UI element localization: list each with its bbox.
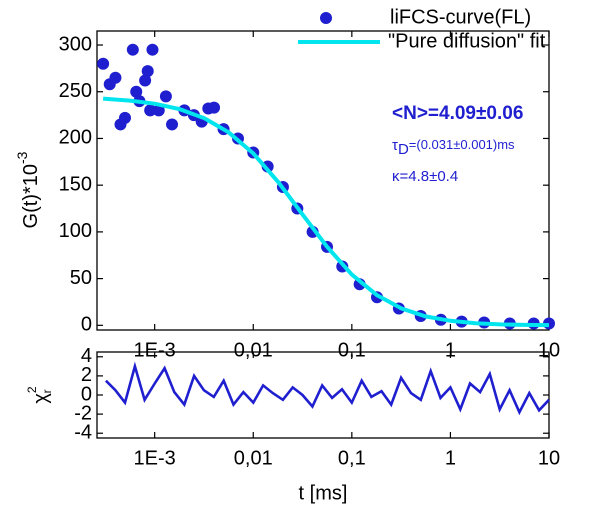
legend-label: "Pure diffusion" fit	[388, 30, 546, 52]
data-point	[152, 104, 165, 117]
annotation: <N>=4.09±0.06	[392, 103, 523, 124]
x-tick-label: 0,01	[234, 447, 273, 469]
x-tick-label: 1	[445, 339, 456, 361]
y-tick-label: 100	[59, 220, 92, 242]
x-tick-label: 1E-3	[134, 447, 176, 469]
y-tick-label: 200	[59, 127, 92, 149]
y-axis-label-text: χ	[30, 393, 52, 404]
legend-marker	[320, 12, 332, 24]
plot-frame	[96, 351, 550, 439]
x-tick-label: 10	[538, 339, 560, 361]
data-point	[141, 65, 154, 78]
y-axis-label: G(t)*10-3	[14, 151, 43, 228]
x-axis-label: t [ms]	[299, 482, 348, 504]
plot-frame	[96, 30, 550, 331]
x-tick-label: 0,1	[338, 339, 366, 361]
y-tick-label: 0	[81, 383, 92, 405]
data-point	[97, 57, 110, 70]
data-line	[104, 361, 550, 416]
annotation: τD=(0.031±0.001)ms	[392, 137, 515, 158]
data-point	[139, 74, 152, 87]
annotation-sub: D	[398, 141, 409, 158]
x-tick-label: 1	[445, 447, 456, 469]
y-axis-label-sub: r	[40, 389, 54, 393]
x-tick-label: 10	[538, 447, 560, 469]
data-point	[208, 101, 221, 114]
y-tick-label: -4	[74, 422, 92, 444]
y-axis-label-text: G(t)*10	[20, 164, 42, 228]
x-tick-label: 0,01	[234, 339, 273, 361]
data-line	[102, 96, 550, 328]
y-tick-label: 4	[81, 345, 92, 367]
data-point	[126, 43, 139, 56]
data-point	[118, 111, 131, 124]
data-point	[146, 43, 159, 56]
data-point	[166, 118, 179, 131]
data-point	[109, 71, 122, 84]
y-axis-label-sup: 2	[25, 386, 39, 393]
y-tick-label: 2	[81, 364, 92, 386]
y-tick-label: 300	[59, 33, 92, 55]
annotation: κ=4.8±0.4	[392, 168, 458, 185]
y-tick-label: 250	[59, 80, 92, 102]
data-point	[144, 104, 157, 117]
y-axis-label-exp: -3	[14, 151, 30, 164]
annotation-text: =(0.031±0.001)ms	[409, 137, 515, 152]
data-point	[130, 85, 143, 98]
y-tick-label: -2	[74, 402, 92, 424]
y-tick-label: 50	[70, 267, 92, 289]
x-tick-label: 0,1	[338, 447, 366, 469]
annotation-symbol: τ	[392, 137, 398, 154]
y-axis-label: χ2r	[25, 386, 54, 404]
y-tick-label: 150	[59, 173, 92, 195]
data-point	[159, 90, 172, 103]
y-tick-label: 0	[81, 314, 92, 336]
x-tick-label: 1E-3	[134, 339, 176, 361]
legend-label: liFCS-curve(FL)	[390, 6, 531, 28]
